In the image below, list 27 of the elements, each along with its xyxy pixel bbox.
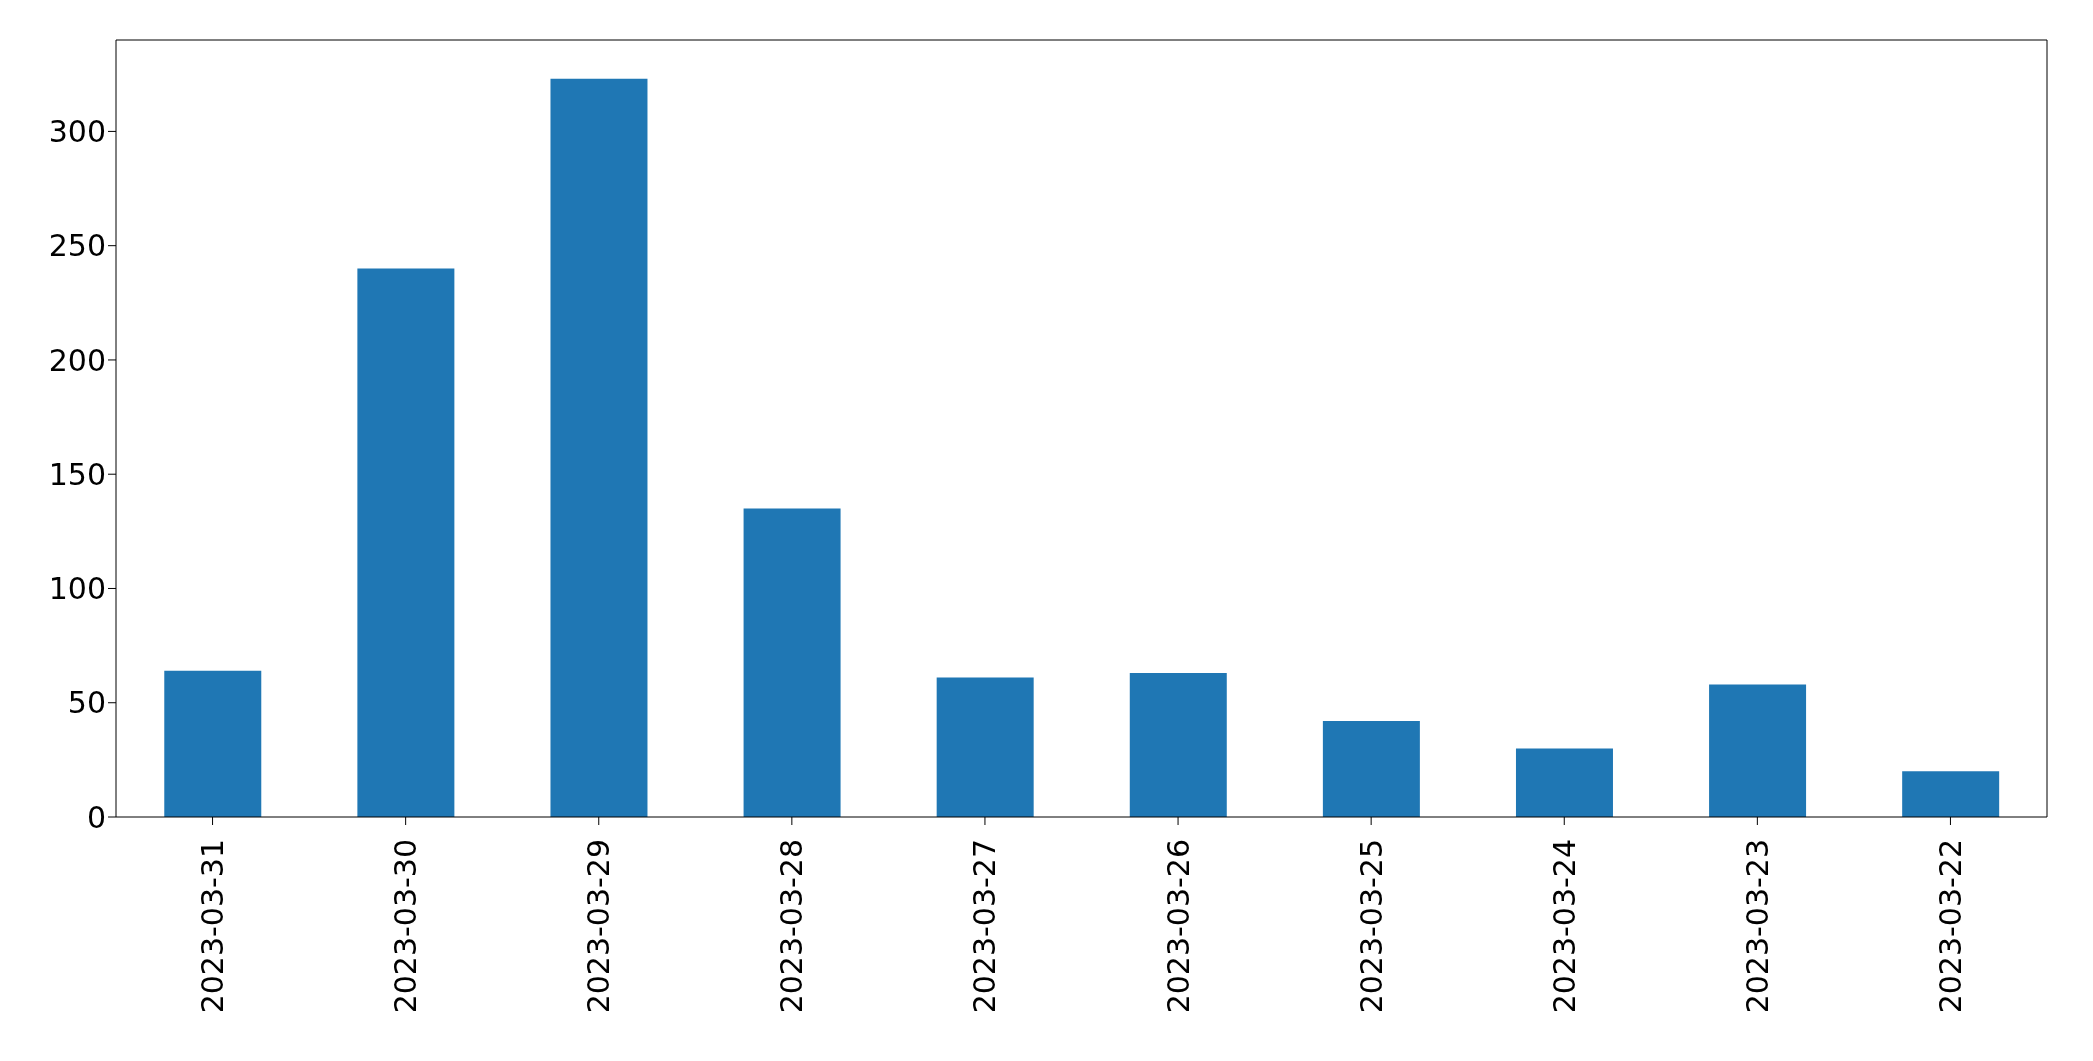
bar <box>1515 748 1613 817</box>
x-tick-label: 2023-03-27 <box>967 839 1003 1014</box>
x-tick-label: 2023-03-22 <box>1932 839 1968 1014</box>
y-tick-label: 250 <box>48 228 106 264</box>
x-tick-label: 2023-03-31 <box>195 839 231 1014</box>
y-tick-label: 100 <box>48 571 106 607</box>
x-tick-label: 2023-03-28 <box>774 839 810 1014</box>
x-tick-label: 2023-03-30 <box>388 839 424 1014</box>
x-tick-label: 2023-03-25 <box>1353 839 1389 1014</box>
y-tick-label: 300 <box>48 114 106 150</box>
bar <box>1322 721 1420 817</box>
y-tick-label: 200 <box>48 342 106 378</box>
y-tick-label: 0 <box>86 799 106 835</box>
bar <box>1902 771 2000 817</box>
x-tick-label: 2023-03-29 <box>581 839 617 1014</box>
bar <box>743 508 841 817</box>
x-tick-label: 2023-03-23 <box>1739 839 1775 1014</box>
x-tick-label: 2023-03-26 <box>1160 839 1196 1014</box>
bar <box>550 78 648 817</box>
bar <box>1709 684 1807 817</box>
bar <box>936 677 1034 817</box>
bar <box>357 268 455 817</box>
y-tick-label: 50 <box>67 685 106 721</box>
y-tick-label: 150 <box>48 456 106 492</box>
x-tick-label: 2023-03-24 <box>1546 839 1582 1014</box>
bar <box>164 670 262 817</box>
bar <box>1129 673 1227 817</box>
